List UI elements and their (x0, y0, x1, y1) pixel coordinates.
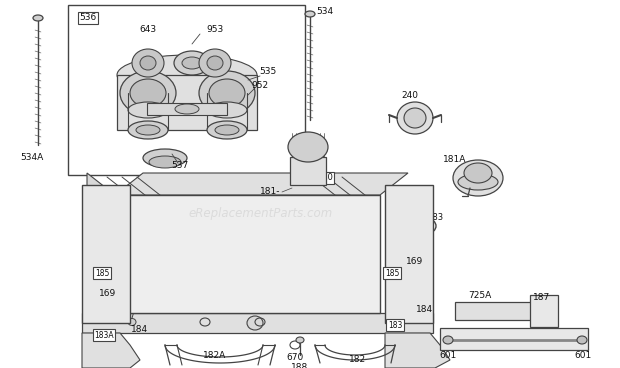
Bar (290, 157, 326, 185)
Text: 181A: 181A (443, 156, 467, 164)
Bar (68, 5, 305, 175)
Ellipse shape (199, 49, 231, 77)
Ellipse shape (128, 318, 136, 326)
Text: 181-: 181- (260, 188, 280, 197)
Text: 187: 187 (533, 294, 551, 302)
Text: 186: 186 (412, 241, 428, 251)
Text: 240: 240 (402, 92, 418, 100)
Ellipse shape (397, 102, 433, 134)
Ellipse shape (288, 132, 328, 162)
Text: 643: 643 (140, 25, 157, 35)
Polygon shape (385, 333, 450, 368)
Ellipse shape (209, 79, 245, 107)
Text: 169: 169 (99, 289, 117, 297)
Ellipse shape (132, 49, 164, 77)
Ellipse shape (143, 149, 187, 167)
Text: 534A: 534A (20, 153, 43, 163)
Text: 169: 169 (406, 258, 423, 266)
Ellipse shape (207, 121, 247, 139)
Ellipse shape (130, 79, 166, 107)
Ellipse shape (128, 121, 168, 139)
Bar (440, 328, 588, 350)
Polygon shape (87, 173, 115, 313)
Ellipse shape (33, 15, 43, 21)
Ellipse shape (107, 276, 117, 284)
Ellipse shape (199, 71, 255, 115)
Ellipse shape (175, 104, 199, 114)
Bar (82, 185, 130, 323)
Text: eReplacementParts.com: eReplacementParts.com (188, 207, 332, 220)
Text: 188: 188 (291, 364, 309, 368)
Text: 185: 185 (95, 269, 109, 277)
Ellipse shape (577, 336, 587, 344)
Polygon shape (115, 173, 408, 195)
Bar (117, 75, 257, 130)
Text: 534: 534 (316, 7, 334, 17)
Ellipse shape (402, 294, 410, 301)
Ellipse shape (149, 156, 181, 168)
Ellipse shape (140, 56, 156, 70)
Text: 185: 185 (385, 269, 399, 277)
Text: 527: 527 (385, 216, 401, 224)
Text: 601: 601 (574, 350, 591, 360)
Ellipse shape (215, 125, 239, 135)
Text: 601: 601 (440, 350, 456, 360)
Ellipse shape (443, 336, 453, 344)
Ellipse shape (464, 163, 492, 183)
Bar (147, 103, 227, 115)
Ellipse shape (305, 11, 315, 17)
Ellipse shape (128, 102, 168, 118)
Bar (115, 195, 380, 313)
Text: 683: 683 (427, 213, 443, 223)
Text: 183A: 183A (94, 330, 114, 340)
Text: 535: 535 (259, 67, 277, 77)
Ellipse shape (414, 316, 422, 323)
Ellipse shape (453, 160, 503, 196)
Ellipse shape (458, 174, 498, 190)
Ellipse shape (120, 71, 176, 115)
Text: 182A: 182A (203, 350, 227, 360)
Ellipse shape (182, 57, 202, 69)
Text: 537: 537 (171, 160, 188, 170)
Ellipse shape (247, 316, 263, 330)
Text: 952: 952 (252, 81, 268, 89)
Ellipse shape (404, 108, 426, 128)
Bar (530, 295, 558, 327)
Text: 183: 183 (388, 321, 402, 329)
Ellipse shape (397, 276, 407, 284)
Text: 182: 182 (350, 355, 366, 364)
Polygon shape (82, 333, 140, 368)
Ellipse shape (296, 337, 304, 343)
Text: 184: 184 (131, 326, 149, 335)
Text: 184: 184 (417, 305, 433, 315)
Ellipse shape (136, 125, 160, 135)
Text: 725A: 725A (468, 290, 492, 300)
Ellipse shape (207, 56, 223, 70)
Bar (82, 313, 433, 333)
Text: 536: 536 (79, 14, 97, 22)
Ellipse shape (174, 51, 210, 75)
Text: 953: 953 (206, 25, 224, 35)
Ellipse shape (207, 102, 247, 118)
Text: 670: 670 (286, 354, 304, 362)
Ellipse shape (112, 294, 120, 301)
Ellipse shape (117, 55, 257, 95)
Text: 180: 180 (317, 173, 333, 183)
Bar (385, 185, 433, 323)
Bar (455, 302, 555, 320)
